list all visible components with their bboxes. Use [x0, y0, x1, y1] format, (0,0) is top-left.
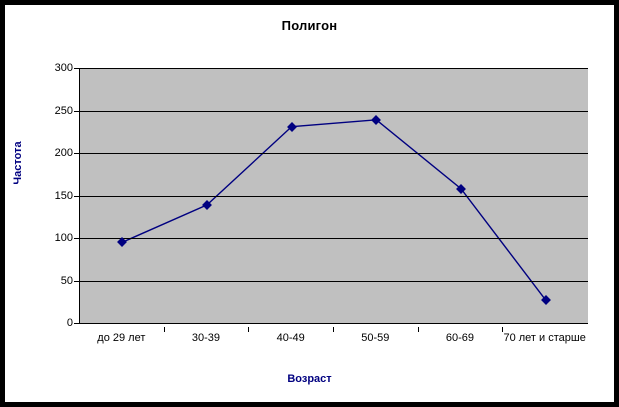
y-axis-tick-label: 150: [54, 189, 73, 202]
x-axis-tick-label: до 29 лет: [97, 332, 146, 344]
gridline: [80, 68, 588, 69]
x-axis-tick-label: 30-39: [191, 332, 221, 344]
x-axis-tick: [333, 327, 334, 332]
y-axis-tick: [74, 195, 79, 197]
x-axis-tick-label: 50-59: [361, 332, 390, 344]
x-axis-tick-labels: до 29 лет 30-39 40-49 50-59 60-69 70 лет и ст…: [79, 327, 588, 367]
gridline: [80, 195, 588, 197]
x-axis-tick: [163, 327, 165, 332]
y-axis-tick-label: 100: [54, 232, 73, 244]
y-axis-tick: [74, 110, 79, 112]
x-axis-tick: [417, 327, 419, 332]
y-axis-tick-label: 300: [54, 62, 73, 74]
y-axis-tick: [74, 68, 79, 69]
plot-area: [79, 68, 588, 324]
gridline: [80, 153, 588, 154]
x-axis-tick-label: 70 лет и старше: [503, 332, 586, 344]
x-axis-tick: [248, 327, 250, 332]
y-axis-tick: [74, 280, 79, 282]
gridline: [80, 110, 588, 112]
gridline: [80, 280, 588, 282]
series-line: [122, 119, 547, 301]
x-axis-tick-label: 40-49: [276, 332, 305, 344]
x-axis-tick: [502, 327, 504, 332]
x-axis-tick-label: 60-69: [445, 332, 475, 344]
y-axis-tick-label: 200: [54, 147, 73, 159]
y-axis-tick-label: 250: [54, 104, 73, 117]
y-axis-tick: [74, 323, 79, 324]
x-axis-title: Возраст: [287, 373, 332, 385]
y-axis-tick: [74, 238, 79, 239]
gridline: [80, 238, 588, 239]
y-axis-tick-label: 0: [66, 317, 73, 329]
y-axis-tick-labels: 0 50 100 150 200 250 300: [5, 62, 79, 329]
chart-title: Полигон: [281, 18, 338, 33]
y-axis-tick: [74, 153, 79, 154]
y-axis-tick-label: 50: [60, 274, 73, 287]
